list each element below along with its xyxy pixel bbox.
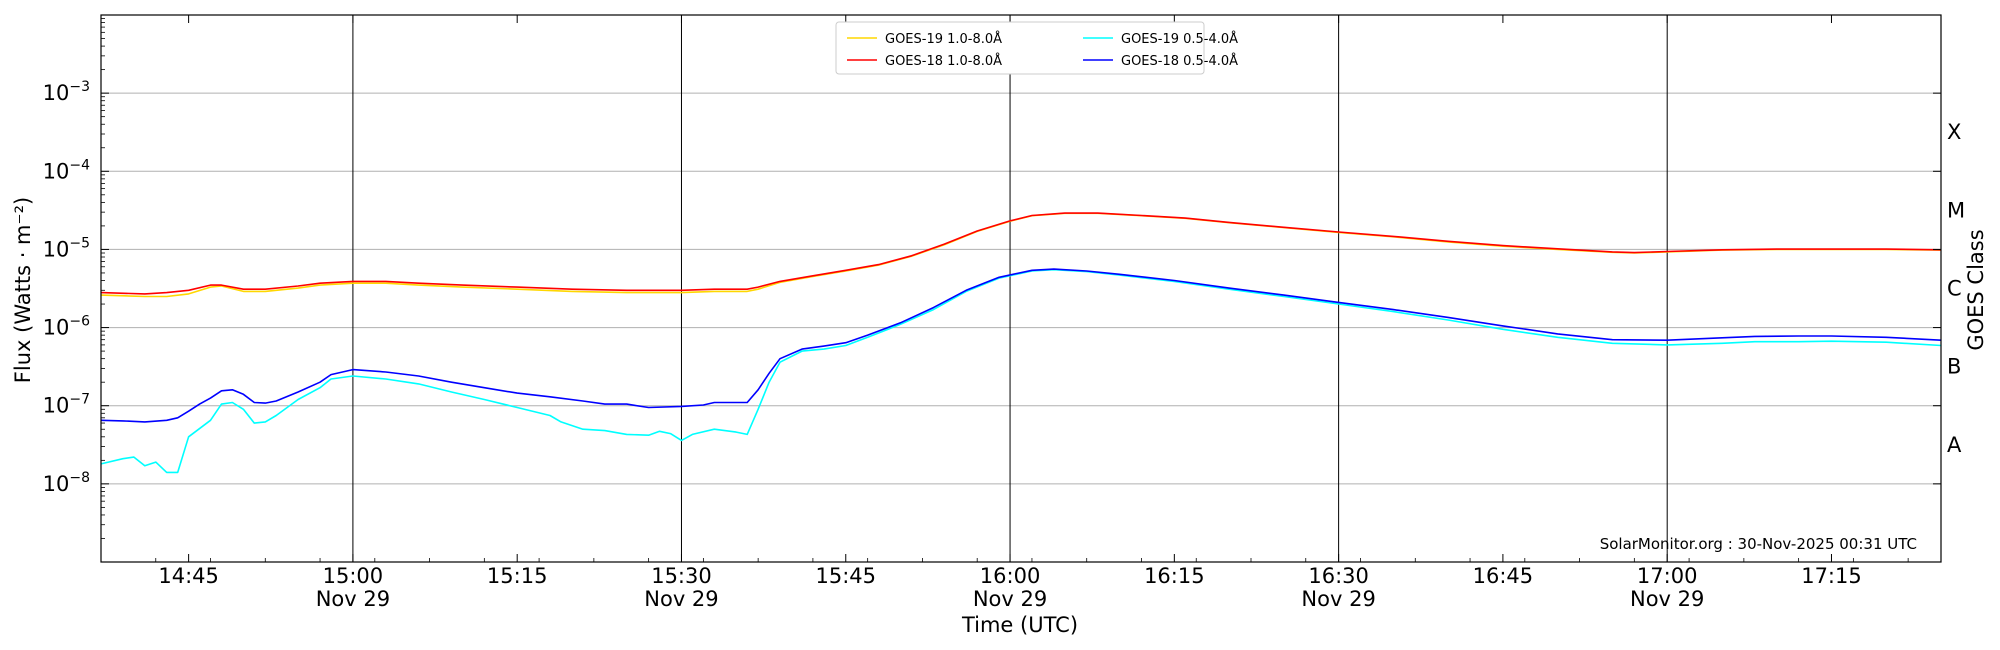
grid <box>101 92 1941 485</box>
x-axis-title: Time (UTC) <box>961 613 1078 637</box>
y-axis-title: Flux (Watts · m⁻²) <box>11 197 35 383</box>
legend: GOES-19 1.0-8.0Å GOES-18 1.0-8.0Å GOES-19 … <box>835 21 1238 75</box>
y-tick-label: 10−4 <box>43 157 90 183</box>
vertical-markers <box>352 15 1668 562</box>
x-tick-label: 16:30 <box>1308 564 1369 588</box>
series-line-2 <box>100 212 1942 295</box>
legend-label: GOES-18 0.5-4.0Å <box>1121 53 1238 69</box>
x-tick-label: 16:45 <box>1473 564 1534 588</box>
x-tick-date-label: Nov 29 <box>973 587 1047 611</box>
x-tick-label: 16:00 <box>980 564 1041 588</box>
x-tick-date-label: Nov 29 <box>1301 587 1375 611</box>
goes-class-label: B <box>1947 355 1961 379</box>
goes-class-label: C <box>1947 277 1962 301</box>
y-axis-ticks: 10−8 10−7 10−6 10−5 10−4 10−3 <box>43 18 1941 539</box>
series-lines <box>100 212 1942 474</box>
goes-class-labels: A B C M X <box>1947 120 1965 457</box>
plot-frame <box>100 14 1942 563</box>
legend-label: GOES-18 1.0-8.0Å <box>885 53 1002 69</box>
x-tick-date-label: Nov 29 <box>316 587 390 611</box>
x-tick-label: 17:00 <box>1637 564 1698 588</box>
legend-label: GOES-19 1.0-8.0Å <box>885 31 1002 47</box>
y-tick-label: 10−7 <box>43 392 90 418</box>
goes-class-label: X <box>1947 120 1961 144</box>
legend-box <box>835 21 1205 75</box>
x-tick-date-label: Nov 29 <box>1630 587 1704 611</box>
y-tick-label: 10−5 <box>43 235 90 261</box>
x-tick-label: 17:15 <box>1801 564 1862 588</box>
series-line-4 <box>100 268 1942 423</box>
x-tick-label: 14:45 <box>158 564 219 588</box>
y-tick-label: 10−6 <box>43 314 90 340</box>
goes-class-label: M <box>1947 198 1965 222</box>
x-tick-date-label: Nov 29 <box>644 587 718 611</box>
goes-class-label: A <box>1947 433 1962 457</box>
x-tick-label: 15:30 <box>651 564 712 588</box>
x-tick-label: 15:00 <box>323 564 384 588</box>
x-tick-label: 16:15 <box>1144 564 1205 588</box>
x-tick-label: 15:45 <box>815 564 876 588</box>
y-tick-label: 10−3 <box>43 79 90 105</box>
credit-text: SolarMonitor.org : 30-Nov-2025 00:31 UTC <box>1600 535 1917 553</box>
legend-label: GOES-19 0.5-4.0Å <box>1121 31 1238 47</box>
y-tick-label: 10−8 <box>43 470 90 496</box>
series-line-3 <box>100 268 1942 474</box>
x-tick-label: 15:15 <box>487 564 548 588</box>
right-axis-title: GOES Class <box>1964 229 1988 350</box>
